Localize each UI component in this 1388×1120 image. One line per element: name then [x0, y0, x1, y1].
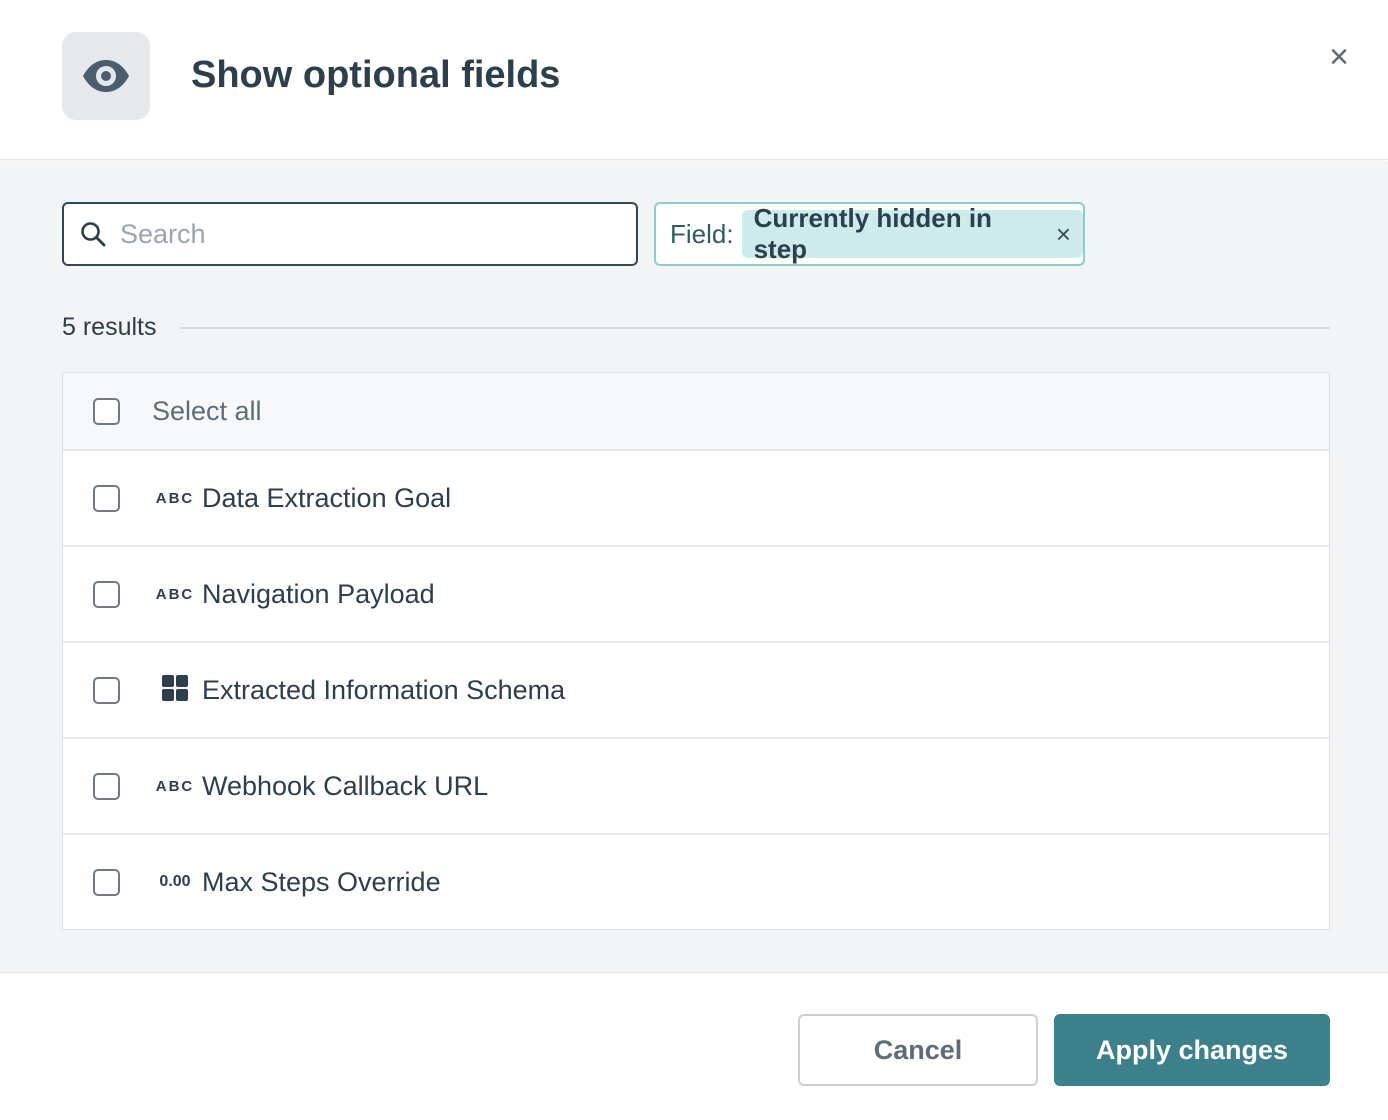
item-label: Data Extraction Goal [202, 482, 452, 513]
header-icon-box [62, 32, 150, 120]
dialog-title: Show optional fields [191, 54, 561, 96]
list-item[interactable]: 0.00 Max Steps Override [63, 833, 1329, 929]
filter-chip[interactable]: Currently hidden in step × [741, 203, 1083, 264]
text-type-icon: ABC [155, 585, 195, 603]
list-item[interactable]: ABC Webhook Callback URL [63, 737, 1329, 833]
search-input[interactable] [120, 218, 600, 250]
divider [180, 326, 1330, 329]
item-label: Webhook Callback URL [202, 770, 489, 801]
search-box[interactable] [62, 202, 638, 266]
close-icon[interactable]: × [1329, 38, 1349, 76]
dialog-header: Show optional fields × [0, 0, 1388, 160]
fields-list: Select all ABC Data Extraction Goal ABC … [62, 372, 1330, 930]
select-all-row[interactable]: Select all [63, 373, 1329, 449]
dialog-body: Field: Currently hidden in step × 5 resu… [0, 161, 1388, 973]
number-type-icon: 0.00 [159, 873, 191, 890]
list-item[interactable]: Extracted Information Schema [63, 641, 1329, 737]
eye-icon [83, 60, 129, 92]
filter-label: Field: [670, 218, 734, 249]
item-checkbox[interactable] [93, 676, 120, 704]
item-label: Max Steps Override [202, 866, 441, 897]
item-label: Extracted Information Schema [202, 674, 566, 705]
text-type-icon: ABC [155, 777, 195, 795]
list-item[interactable]: ABC Navigation Payload [63, 545, 1329, 641]
cancel-button[interactable]: Cancel [798, 1014, 1038, 1086]
grid-type-icon [152, 675, 198, 705]
results-count: 5 results [62, 313, 157, 341]
list-item[interactable]: ABC Data Extraction Goal [63, 449, 1329, 545]
search-icon [81, 222, 106, 247]
item-checkbox[interactable] [93, 580, 120, 608]
field-filter[interactable]: Field: Currently hidden in step × [654, 202, 1085, 266]
item-checkbox[interactable] [93, 772, 120, 800]
text-type-icon: ABC [155, 489, 195, 507]
item-label: Navigation Payload [202, 578, 435, 609]
item-checkbox[interactable] [93, 484, 120, 512]
select-all-label: Select all [152, 395, 262, 426]
filter-chip-label: Currently hidden in step [753, 203, 992, 264]
results-header: 5 results [62, 313, 1330, 342]
item-checkbox[interactable] [93, 868, 120, 896]
apply-changes-button[interactable]: Apply changes [1054, 1014, 1330, 1086]
remove-filter-icon[interactable]: × [1055, 218, 1071, 249]
select-all-checkbox[interactable] [93, 397, 120, 425]
dialog-footer: Cancel Apply changes [0, 974, 1388, 1120]
